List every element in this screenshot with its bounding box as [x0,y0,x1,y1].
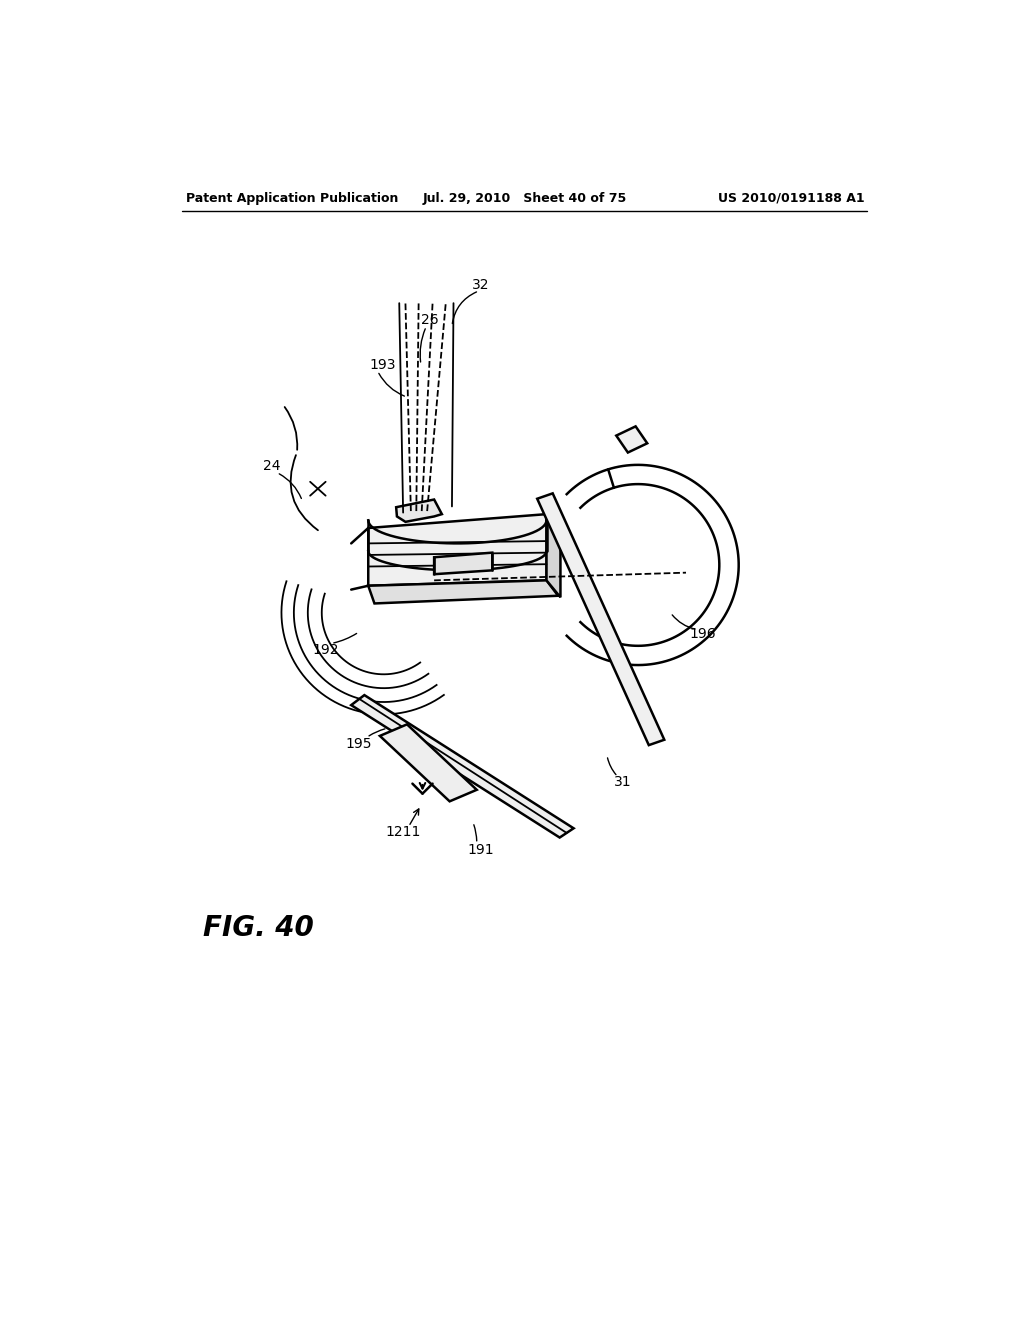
Text: US 2010/0191188 A1: US 2010/0191188 A1 [718,191,864,205]
Polygon shape [538,494,665,744]
Text: Patent Application Publication: Patent Application Publication [186,191,398,205]
Text: 196: 196 [690,627,717,642]
Text: 192: 192 [312,643,339,656]
Text: 26: 26 [422,313,439,327]
Text: Jul. 29, 2010   Sheet 40 of 75: Jul. 29, 2010 Sheet 40 of 75 [423,191,627,205]
Text: 193: 193 [369,358,395,372]
Polygon shape [434,553,493,574]
Text: 32: 32 [472,279,489,293]
Polygon shape [396,499,442,521]
Text: 195: 195 [346,737,372,751]
Polygon shape [380,725,477,801]
Text: 31: 31 [613,775,631,789]
Text: FIG. 40: FIG. 40 [203,915,313,942]
Text: 1211: 1211 [385,825,421,840]
Polygon shape [369,581,558,603]
Polygon shape [369,515,547,586]
Polygon shape [547,515,560,597]
Polygon shape [351,696,573,837]
Text: 24: 24 [262,459,281,474]
Text: 191: 191 [467,843,494,857]
Polygon shape [616,426,647,453]
